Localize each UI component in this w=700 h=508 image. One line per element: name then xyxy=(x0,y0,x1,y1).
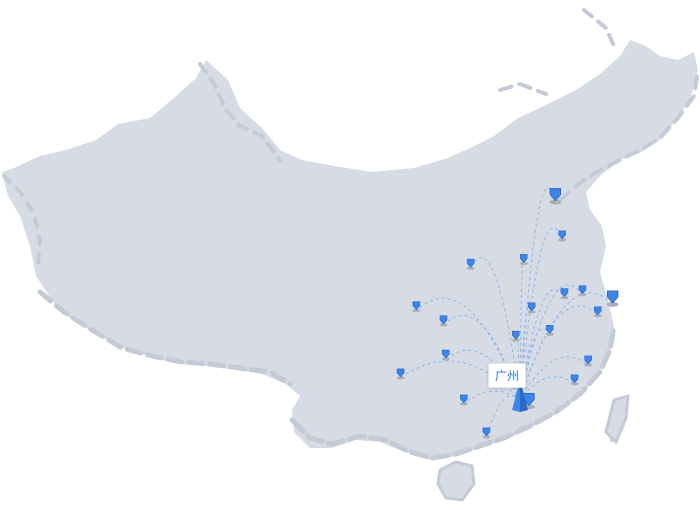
flight-line xyxy=(519,227,563,401)
destination-markers[interactable] xyxy=(396,188,619,439)
map-pin-icon[interactable] xyxy=(545,324,554,336)
map-pin-icon[interactable] xyxy=(482,427,491,439)
flight-line xyxy=(519,356,589,401)
flight-line xyxy=(519,305,599,401)
hub-marker-icon[interactable] xyxy=(512,380,528,412)
land-outline xyxy=(2,8,700,502)
map-pin-icon[interactable] xyxy=(511,330,520,342)
map-pin-icon[interactable] xyxy=(558,230,567,242)
map-pin-icon[interactable] xyxy=(606,290,619,307)
map-pin-icon[interactable] xyxy=(396,368,405,380)
map-pin-icon[interactable] xyxy=(519,254,528,266)
flight-line xyxy=(445,349,521,401)
map-pin-icon[interactable] xyxy=(593,306,602,318)
hub-city-label: 广州 xyxy=(488,363,527,388)
map-pin-icon[interactable] xyxy=(578,285,587,297)
map-pin-icon[interactable] xyxy=(459,394,468,406)
flight-line xyxy=(519,253,525,401)
map-pin-icon[interactable] xyxy=(527,302,536,314)
flight-line xyxy=(485,395,521,438)
flight-line xyxy=(519,328,551,401)
hub-marker[interactable] xyxy=(512,380,528,412)
map-pin-icon[interactable] xyxy=(570,374,579,386)
map-pin-icon[interactable] xyxy=(441,349,450,361)
map-pin-icon[interactable] xyxy=(560,288,569,300)
map-pin-icon[interactable] xyxy=(466,258,475,270)
map-pin-icon[interactable] xyxy=(584,355,593,367)
map-pin-icon[interactable] xyxy=(439,315,448,327)
map-pin-icon[interactable] xyxy=(412,301,421,313)
map-pin-icon[interactable] xyxy=(549,188,562,205)
